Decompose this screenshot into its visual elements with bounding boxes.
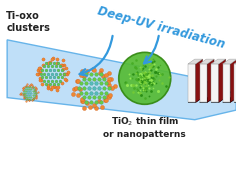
Polygon shape (200, 59, 214, 64)
Polygon shape (200, 98, 214, 102)
Polygon shape (7, 40, 236, 120)
Polygon shape (211, 64, 219, 102)
Text: Deep-UV irradiation: Deep-UV irradiation (96, 4, 226, 51)
Polygon shape (188, 98, 202, 102)
Polygon shape (219, 59, 226, 102)
Polygon shape (223, 59, 237, 64)
Polygon shape (196, 59, 202, 102)
Polygon shape (242, 59, 243, 102)
Polygon shape (234, 98, 243, 102)
Polygon shape (230, 59, 237, 102)
Polygon shape (188, 59, 202, 64)
Text: TiO$_2$ thin film
or nanopatterns: TiO$_2$ thin film or nanopatterns (103, 116, 186, 139)
Circle shape (119, 52, 171, 104)
Polygon shape (234, 59, 243, 64)
Polygon shape (211, 59, 226, 64)
Polygon shape (223, 98, 237, 102)
Polygon shape (188, 64, 196, 102)
Text: Ti-oxo
clusters: Ti-oxo clusters (6, 11, 50, 33)
Polygon shape (234, 64, 242, 102)
Polygon shape (200, 64, 207, 102)
Polygon shape (207, 59, 214, 102)
Polygon shape (223, 64, 230, 102)
Polygon shape (211, 98, 226, 102)
